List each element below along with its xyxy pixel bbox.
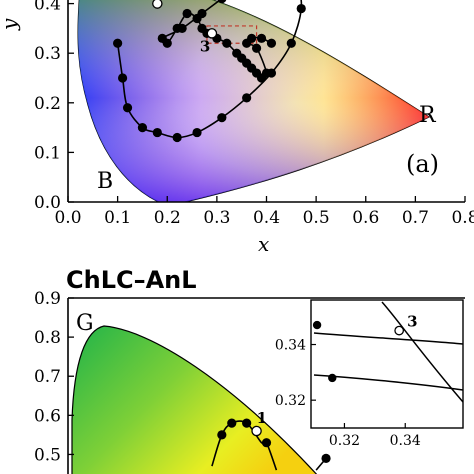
data-point-a-7 <box>217 113 227 123</box>
y-tick-label-b-3: 0.8 <box>34 328 61 348</box>
data-point-a-11 <box>296 3 306 14</box>
inset-highlighted-label-0: 3 <box>407 313 417 331</box>
data-point-a-23 <box>192 13 202 24</box>
inset-point-0 <box>312 320 322 330</box>
data-points-b: 1 <box>217 409 331 463</box>
panel-label-a: (a) <box>406 150 439 178</box>
highlighted-point-label-b-0: 1 <box>257 409 267 427</box>
data-point-a-22 <box>182 8 192 19</box>
y-tick-label-1: 0.1 <box>34 143 61 163</box>
x-tick-label-0: 0.0 <box>54 208 81 228</box>
data-point-a-4 <box>152 127 162 138</box>
corner-label-red: R <box>419 103 437 128</box>
data-point-a-27 <box>222 38 232 48</box>
data-point-a-2 <box>122 103 133 113</box>
highlighted-point-a-1 <box>206 28 218 39</box>
x-tick-label-8: 0.8 <box>451 208 474 228</box>
highlighted-point-label-a-1: 3 <box>200 37 210 55</box>
x-tick-label-2: 0.2 <box>154 208 181 228</box>
inset-content: 3 0.32 0.34 0.34 0.32 <box>275 301 464 449</box>
x-tick-label-1: 0.1 <box>104 208 131 228</box>
data-point-a-0 <box>113 38 123 48</box>
data-point-a-35 <box>251 43 262 53</box>
x-tick-label-4: 0.4 <box>253 208 280 228</box>
data-point-a-20 <box>162 38 172 48</box>
data-point-a-37 <box>247 33 257 43</box>
x-tick-label-6: 0.6 <box>352 208 379 228</box>
axes-a: 0.0 0.1 0.2 0.3 0.4 0.5 0.6 0.7 0.8 0.0 0.1 0.2 0.3 0… <box>34 0 474 228</box>
inset-curve-upper <box>313 332 464 345</box>
data-point-a-1 <box>117 73 128 83</box>
x-tick-label-7: 0.7 <box>402 208 429 228</box>
data-point-a-5 <box>172 132 182 143</box>
x-tick-label-3: 0.3 <box>203 208 230 228</box>
y-tick-label-b-4: 0.9 <box>34 289 61 309</box>
data-point-a-10 <box>286 38 296 48</box>
data-point-a-39 <box>266 38 277 48</box>
highlighted-point-a-0 <box>152 0 163 9</box>
highlighted-point-b-0 <box>251 425 262 437</box>
data-point-a-21 <box>172 23 182 33</box>
y-tick-label-b-1: 0.6 <box>34 406 61 426</box>
axes-b: 0.5 0.6 0.7 0.8 0.9 <box>34 289 465 474</box>
chromaticity-gamut-b <box>71 325 318 474</box>
data-point-a-38 <box>256 33 267 43</box>
y-tick-label-0: 0.0 <box>34 193 61 213</box>
inset-frame <box>310 299 464 429</box>
inset-curve-diagonal <box>381 301 464 403</box>
y-tick-label-4: 0.4 <box>34 0 61 15</box>
panel-a-gamut: 23 <box>77 0 431 202</box>
data-point-a-3 <box>137 123 148 133</box>
data-point-a-8 <box>242 93 252 103</box>
data-point-a-34 <box>261 68 272 78</box>
y-axis-title: y <box>0 18 21 31</box>
highlighted-point-label-a-0: 2 <box>145 0 155 2</box>
y-tick-label-b-2: 0.7 <box>34 367 61 387</box>
data-point-b-2 <box>261 438 272 448</box>
x-axis-title: x <box>258 232 269 256</box>
chromaticity-gamut-shade-overlay <box>78 0 429 202</box>
corner-label-blue: B <box>97 169 113 194</box>
data-points-a: 23 <box>113 0 306 143</box>
data-point-b-edge <box>321 453 331 463</box>
data-point-b-1 <box>242 418 252 428</box>
corner-label-green: G <box>76 311 94 336</box>
inset-y-tick-label-1: 0.32 <box>275 393 306 409</box>
x-tick-label-5: 0.5 <box>303 208 330 228</box>
inset-x-tick-label-0: 0.32 <box>329 433 360 449</box>
y-tick-label-3: 0.3 <box>34 44 61 64</box>
inset-point-1 <box>328 373 337 383</box>
data-point-a-6 <box>192 127 202 138</box>
data-point-b-3 <box>217 430 227 440</box>
y-tick-label-2: 0.2 <box>34 94 61 114</box>
data-point-a-16 <box>217 0 227 4</box>
data-point-b-0 <box>227 418 237 428</box>
panel-b-gamut: 1 <box>71 325 331 474</box>
inset-zoom: 3 0.32 0.34 0.34 0.32 <box>275 299 464 449</box>
panel-b-title: ChLC–AnL <box>66 266 197 294</box>
y-tick-label-b-0: 0.5 <box>34 445 61 465</box>
inset-highlighted-point-0 <box>394 325 405 336</box>
inset-y-tick-label-0: 0.34 <box>275 338 306 354</box>
inset-x-tick-label-1: 0.34 <box>390 433 421 449</box>
